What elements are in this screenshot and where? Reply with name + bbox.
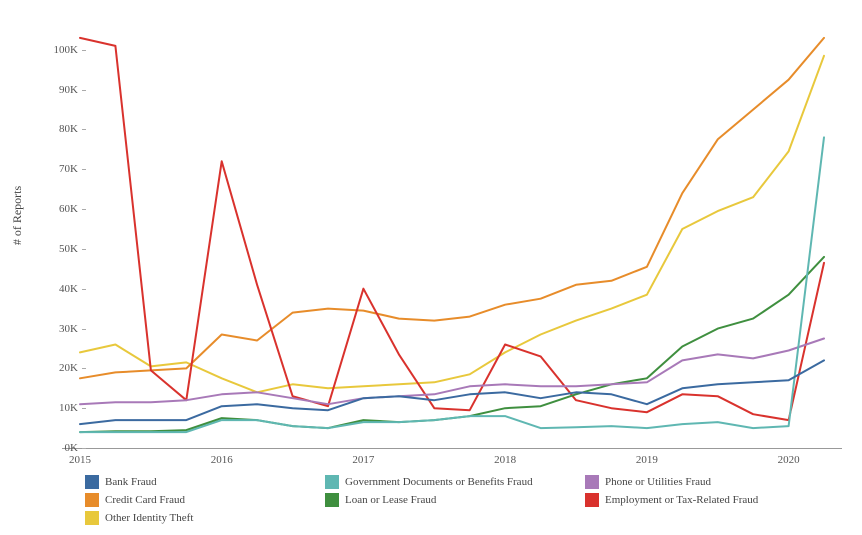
- chart-container: # of Reports 0K 10K 20K 30K 40K 50K 60K 70K 80K 9…: [0, 0, 862, 535]
- x-tick: 2015: [69, 454, 91, 466]
- series-line-credit: [80, 38, 824, 378]
- legend-label: Other Identity Theft: [105, 512, 193, 524]
- legend-swatch: [325, 475, 339, 489]
- y-tick: 10K: [38, 402, 78, 414]
- legend-item-bank: Bank Fraud: [85, 475, 325, 489]
- x-tick: 2020: [778, 454, 800, 466]
- legend-swatch: [325, 493, 339, 507]
- y-tick: 100K: [38, 44, 78, 56]
- y-tick: 70K: [38, 163, 78, 175]
- series-line-employment: [80, 38, 824, 420]
- lines-svg: [62, 18, 842, 448]
- legend: Bank Fraud Government Documents or Benefi…: [85, 475, 825, 525]
- legend-swatch: [85, 475, 99, 489]
- y-tick: 0K: [38, 442, 78, 454]
- y-tick: 80K: [38, 123, 78, 135]
- series-line-phone: [80, 339, 824, 405]
- legend-item-employment: Employment or Tax-Related Fraud: [585, 493, 785, 507]
- legend-swatch: [585, 475, 599, 489]
- legend-swatch: [585, 493, 599, 507]
- series-line-loan: [80, 257, 824, 432]
- legend-label: Loan or Lease Fraud: [345, 494, 436, 506]
- series-line-other: [80, 56, 824, 393]
- legend-item-phone: Phone or Utilities Fraud: [585, 475, 785, 489]
- legend-label: Credit Card Fraud: [105, 494, 185, 506]
- legend-label: Bank Fraud: [105, 476, 157, 488]
- x-tick: 2018: [494, 454, 516, 466]
- x-tick: 2016: [211, 454, 233, 466]
- y-axis-label: # of Reports: [8, 0, 28, 430]
- y-tick: 30K: [38, 323, 78, 335]
- x-tick: 2019: [636, 454, 658, 466]
- x-tick: 2017: [352, 454, 374, 466]
- legend-label: Employment or Tax-Related Fraud: [605, 494, 758, 506]
- legend-label: Phone or Utilities Fraud: [605, 476, 711, 488]
- legend-item-loan: Loan or Lease Fraud: [325, 493, 585, 507]
- legend-label: Government Documents or Benefits Fraud: [345, 476, 533, 488]
- y-tick: 90K: [38, 84, 78, 96]
- plot-area: [62, 18, 842, 449]
- y-tick: 50K: [38, 243, 78, 255]
- legend-item-other: Other Identity Theft: [85, 511, 325, 525]
- y-tick: 20K: [38, 362, 78, 374]
- legend-swatch: [85, 493, 99, 507]
- series-line-gov: [80, 137, 824, 432]
- y-tick: 60K: [38, 203, 78, 215]
- legend-item-credit: Credit Card Fraud: [85, 493, 325, 507]
- y-axis-label-text: # of Reports: [11, 185, 26, 244]
- legend-item-gov: Government Documents or Benefits Fraud: [325, 475, 585, 489]
- legend-swatch: [85, 511, 99, 525]
- y-tick: 40K: [38, 283, 78, 295]
